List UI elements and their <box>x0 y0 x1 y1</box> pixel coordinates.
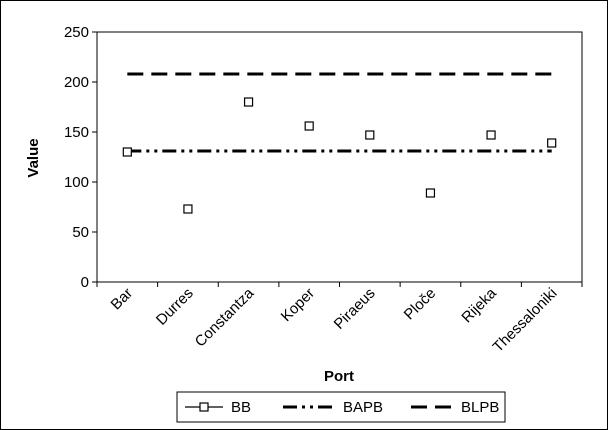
legend-label-bb: BB <box>231 399 251 416</box>
x-axis-title: Port <box>324 368 354 385</box>
y-axis-title: Value <box>25 138 42 177</box>
data-point-bb <box>547 138 557 148</box>
x-tick-label: Constantza <box>192 284 258 350</box>
legend-swatch-bb <box>199 402 209 412</box>
data-point-bb <box>365 130 375 140</box>
x-tick-label: Durres <box>153 285 197 329</box>
data-point-bb <box>425 188 436 198</box>
x-tick-label: Bar <box>108 285 137 314</box>
legend: BB BAPB BLPB <box>176 391 506 423</box>
y-tick-label: 200 <box>64 74 89 91</box>
data-point-bb <box>304 121 314 131</box>
x-tick-label: Koper <box>278 285 318 325</box>
x-tick-label: Ploče <box>401 285 440 324</box>
y-tick-label: 100 <box>64 174 89 191</box>
data-point-bb <box>183 204 193 214</box>
y-tick-label: 150 <box>64 124 89 141</box>
reference-lines <box>127 72 552 153</box>
x-tick-label: Rijeka <box>458 284 500 326</box>
x-tick-label: Piraeus <box>331 285 379 333</box>
data-point-bb <box>486 130 496 140</box>
x-tick-label: Thessaloniki <box>490 285 561 356</box>
data-point-bb <box>122 147 132 157</box>
y-tick-label: 250 <box>64 24 89 41</box>
y-axis: 0 50 100 150 200 250 <box>64 24 97 291</box>
y-tick-label: 50 <box>72 224 89 241</box>
plot-area <box>96 31 583 283</box>
legend-label-blpb: BLPB <box>461 399 499 416</box>
legend-box <box>176 391 506 423</box>
data-point-bb <box>243 97 254 107</box>
data-points <box>122 97 557 214</box>
legend-label-bapb: BAPB <box>343 399 383 416</box>
y-tick-label: 0 <box>81 274 89 291</box>
